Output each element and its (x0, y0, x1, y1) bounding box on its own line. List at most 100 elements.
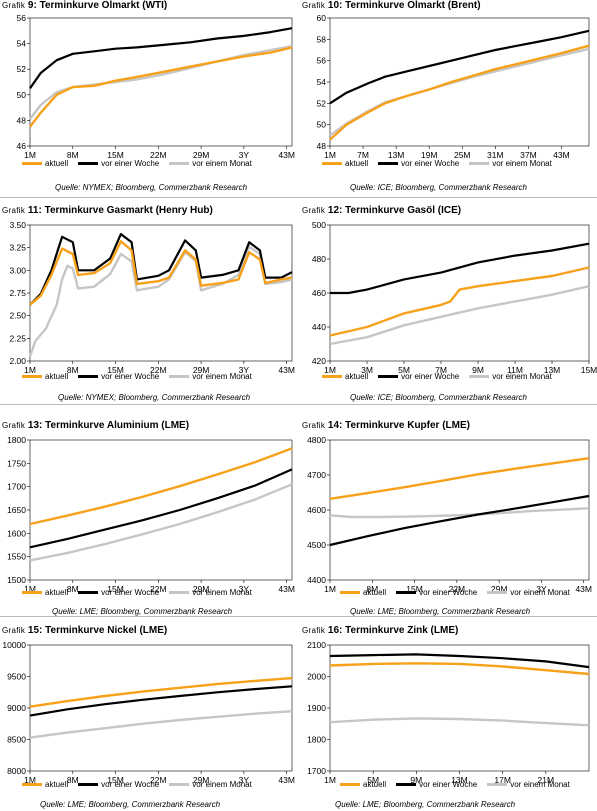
x-tick-label: 8M (67, 775, 79, 785)
legend-swatch (169, 162, 190, 165)
x-tick-label: 5M (398, 365, 410, 375)
y-tick-label: 1800 (7, 435, 26, 445)
y-tick-label: 1700 (7, 482, 26, 492)
chart-source: Quelle: NYMEX; Bloomberg, Commerzbank Re… (55, 183, 248, 192)
y-tick-label: 9000 (7, 703, 26, 713)
chart-panel-15: Grafik 15: Terminkurve Nickel (LME) 8000… (0, 625, 300, 811)
chart-title-text: Terminkurve Gasöl (ICE) (345, 205, 462, 216)
separator (0, 197, 597, 198)
legend-swatch (469, 162, 490, 165)
series-line-vor-einer-Woche (29, 685, 293, 717)
series-line-aktuell (29, 46, 293, 128)
x-tick-label: 29M (193, 775, 210, 785)
legend-item: vor einem Monat (487, 588, 570, 597)
chart-title: Grafik 13: Terminkurve Aluminium (LME) (2, 420, 189, 431)
legend-swatch (322, 162, 342, 165)
chart-title: Grafik 9: Terminkurve Ölmarkt (WTI) (2, 0, 167, 11)
chart-title: Grafik 15: Terminkurve Nickel (LME) (2, 625, 167, 636)
x-tick-label: 22M (150, 775, 167, 785)
legend-swatch (78, 783, 99, 786)
chart-title: Grafik 12: Terminkurve Gasöl (ICE) (302, 205, 461, 216)
chart-plot: 48 50 52 54 56 58 60 1M 7M 13M 19M 25M 31M 37M 43M (317, 13, 590, 160)
legend-label: vor einem Monat (492, 159, 552, 168)
series-line-aktuell (29, 676, 293, 708)
legend-item: aktuell (22, 780, 68, 789)
x-tick-label: 8M (67, 150, 79, 160)
grafik-number: 14: (327, 420, 343, 431)
y-tick-label: 48 (317, 141, 327, 151)
chart-plot: 2.00 2.25 2.50 2.75 3.00 3.25 3.50 1M 8M 15M 22M 29… (9, 220, 294, 375)
x-tick-label: 5M (367, 775, 379, 785)
series-line-vor-einer-Woche (330, 242, 590, 295)
x-tick-label: 3Y (239, 150, 250, 160)
grafik-number: 10: (327, 0, 343, 11)
series-line-aktuell (329, 44, 590, 141)
y-tick-label: 50 (317, 120, 327, 130)
chart-title-text: Terminkurve Zink (LME) (345, 625, 459, 636)
chart-source: Quelle: LME; Bloomberg, Commerzbank Rese… (40, 800, 221, 809)
legend-item: vor einem Monat (487, 780, 570, 789)
series-line-aktuell (29, 447, 293, 526)
x-tick-label: 43M (278, 775, 295, 785)
legend-item: vor einer Woche (78, 780, 159, 789)
x-tick-label: 15M (107, 150, 124, 160)
y-tick-label: 4800 (307, 435, 326, 445)
y-tick-label: 48 (17, 115, 27, 125)
chart-title: Grafik 16: Terminkurve Zink (LME) (302, 625, 458, 636)
legend-label: vor einem Monat (192, 159, 252, 168)
x-tick-label: 19M (421, 150, 438, 160)
grafik-label: Grafik (302, 1, 326, 10)
x-tick-label: 22M (449, 584, 466, 594)
grafik-label: Grafik (302, 626, 326, 635)
y-tick-label: 58 (317, 34, 327, 44)
chart-plot: 4400 4500 4600 4700 4800 1M 8M 15M 22M 29M 3Y 43M (307, 435, 592, 594)
y-tick-label: 3.00 (9, 265, 26, 275)
y-tick-label: 4600 (307, 505, 326, 515)
x-tick-label: 13M (388, 150, 405, 160)
y-tick-label: 440 (312, 322, 326, 332)
y-tick-label: 2100 (307, 640, 326, 650)
series-line-vor-einem-Monat (29, 710, 293, 739)
y-tick-label: 10000 (2, 640, 26, 650)
y-tick-label: 54 (317, 77, 327, 87)
y-tick-label: 1500 (7, 575, 26, 585)
y-tick-label: 2.50 (9, 311, 26, 321)
legend-item: vor einer Woche (378, 159, 459, 168)
chart-source: Quelle: LME; Bloomberg, Commerzbank Rese… (52, 607, 233, 616)
legend-label: vor einem Monat (192, 372, 252, 381)
series-line-vor-einer-Woche (29, 27, 293, 90)
x-tick-label: 9M (472, 365, 484, 375)
series-line-vor-einem-Monat (329, 717, 590, 727)
chart-plot: 46 48 50 52 54 56 1M 8M 15M 22M 29M 3Y 43M (17, 13, 295, 160)
x-tick-label: 29M (193, 365, 210, 375)
legend-label: vor einer Woche (101, 159, 160, 168)
series-line-vor-einer-Woche (329, 29, 590, 105)
legend-label: vor einer Woche (101, 588, 160, 597)
chart-panel-14: Grafik 14: Terminkurve Kupfer (LME) 4400… (300, 420, 597, 620)
x-tick-label: 22M (150, 365, 167, 375)
legend-item: vor einer Woche (396, 588, 477, 597)
chart-legend: aktuell vor einer Woche vor einem Monat (340, 588, 570, 597)
x-tick-label: 29M (491, 584, 508, 594)
legend-item: aktuell (340, 588, 386, 597)
grafik-number: 9: (27, 0, 37, 11)
grafik-label: Grafik (2, 421, 26, 430)
legend-label: vor einem Monat (510, 588, 570, 597)
legend-label: vor einem Monat (510, 780, 570, 789)
legend-swatch (487, 783, 508, 786)
y-tick-label: 2.75 (9, 288, 26, 298)
legend-label: vor einer Woche (419, 780, 478, 789)
grafik-label: Grafik (302, 206, 326, 215)
x-tick-label: 21M (538, 775, 555, 785)
y-tick-label: 52 (17, 64, 27, 74)
chart-legend: aktuell vor einer Woche vor einem Monat (322, 159, 552, 168)
y-tick-label: 3.50 (9, 220, 26, 230)
chart-legend: aktuell vor einer Woche vor einem Monat (340, 780, 570, 789)
series-line-aktuell (329, 266, 590, 337)
grafik-number: 12: (327, 205, 343, 216)
legend-label: aktuell (363, 780, 387, 789)
legend-label: vor einer Woche (101, 372, 160, 381)
series-line-vor-einem-Monat (329, 507, 590, 519)
x-tick-label: 43M (278, 584, 295, 594)
chart-source: Quelle: ICE; Bloomberg, Commerzbank Rese… (350, 183, 527, 192)
